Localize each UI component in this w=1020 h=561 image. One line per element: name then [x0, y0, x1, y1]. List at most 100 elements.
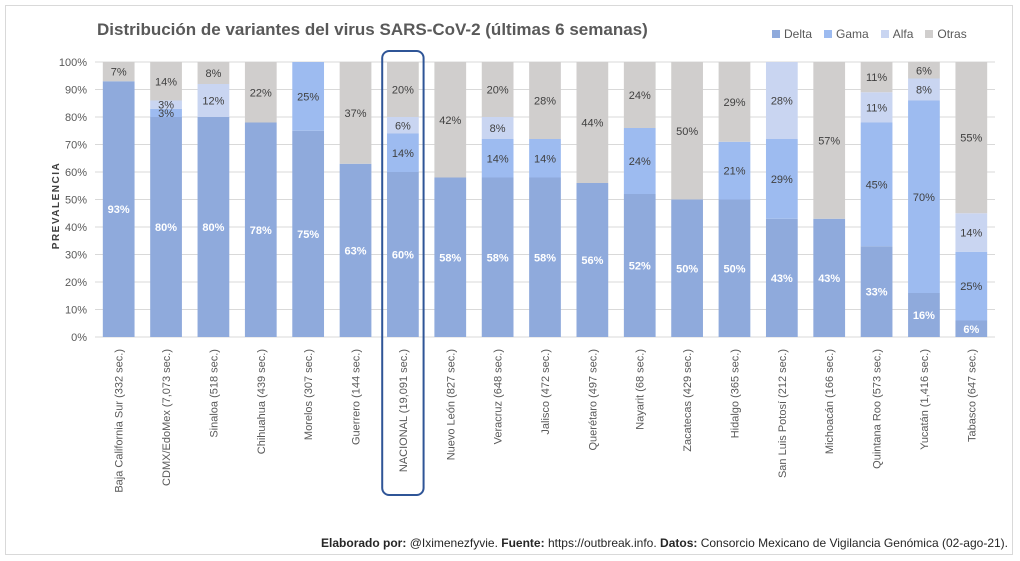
y-tick-label: 100% [59, 57, 87, 69]
bar-gama [765, 139, 798, 219]
data-label-alfa: 14% [960, 228, 982, 240]
legend-swatch-alfa [880, 30, 889, 38]
bar-alfa [955, 213, 988, 252]
bar-delta [292, 130, 325, 337]
bar-delta [197, 117, 230, 337]
bar-delta [860, 246, 893, 337]
data-label-delta: 58% [534, 252, 556, 264]
data-label-delta: 63% [345, 245, 367, 257]
bar-otras [576, 62, 609, 183]
x-tick-label: Guerrero (144 sec.) [351, 349, 363, 445]
bar-otras [860, 62, 893, 93]
data-label-gama: 14% [534, 153, 556, 165]
footer-data-label: Datos: [660, 536, 698, 550]
legend-label-alfa: Alfa [892, 27, 914, 41]
bar-otras [671, 62, 703, 200]
data-label-alfa: 11% [866, 102, 887, 114]
y-tick-label: 40% [65, 222, 87, 234]
y-tick-label: 50% [65, 195, 87, 207]
y-tick-label: 10% [65, 305, 87, 317]
data-label-otras: 8% [205, 68, 221, 80]
x-tick-label: Sinaloa (518 sec.) [208, 349, 220, 438]
bar-otras [197, 62, 230, 84]
bar-delta [623, 194, 656, 337]
bar-gama [150, 108, 182, 117]
x-axis-ticks: Baja California Sur (332 sec.) CDMX/EdoMe… [114, 349, 979, 493]
data-label-delta: 50% [723, 263, 745, 275]
data-label-delta: 58% [439, 252, 461, 264]
bar-delta [765, 218, 798, 337]
data-label-otras: 20% [392, 85, 414, 97]
footer-made-by-label: Elaborado por: [321, 536, 407, 550]
x-tick-label: Hidalgo (365 sec.) [729, 349, 741, 438]
y-axis-ticks: 0% 10% 20% 30% 40% 50% 60% 70% 80% 90% 100% [59, 57, 87, 344]
highlight-box [381, 50, 425, 496]
data-label-otras: 28% [534, 96, 556, 108]
data-label-otras: 6% [916, 65, 932, 77]
bar-alfa [387, 117, 419, 134]
chart-title: Distribución de variantes del virus SARS… [97, 20, 648, 39]
bar-alfa [908, 78, 940, 101]
x-tick-label: Chihuahua (439 sec.) [256, 349, 268, 454]
bar-otras [102, 62, 135, 82]
bar-otras [813, 62, 846, 219]
data-label-alfa: 8% [916, 85, 932, 97]
x-tick-label: Baja California Sur (332 sec.) [114, 349, 126, 493]
data-label-alfa: 3% [158, 100, 174, 112]
bar-delta [481, 177, 514, 337]
data-label-delta: 43% [818, 273, 840, 285]
legend-item-alfa: Alfa [880, 27, 914, 41]
x-tick-label: Nayarit (68 sec.) [635, 349, 647, 430]
bar-otras [529, 62, 561, 139]
data-label-gama: 45% [866, 179, 888, 191]
bar-delta [339, 163, 372, 337]
data-label-delta: 80% [202, 222, 224, 234]
bar-gama [908, 100, 940, 293]
data-label-otras: 57% [818, 135, 840, 147]
footer-made-by-value: @Iximenezfyvie. [409, 536, 498, 550]
bars: 93% 7% 80% 3%3% 14% 80% 12% 8% 78% 22% 75% 25% 63% 37… [102, 62, 988, 337]
legend-label-delta: Delta [784, 27, 813, 41]
bar-gama [387, 133, 419, 172]
bar-otras [623, 62, 656, 128]
legend-label-gama: Gama [836, 27, 869, 41]
data-label-delta: 6% [963, 324, 979, 336]
data-label-otras: 22% [250, 87, 272, 99]
x-tick-label: Yucatán (1,416 sec.) [919, 349, 931, 450]
bar-delta [908, 293, 940, 337]
data-label-delta: 80% [155, 222, 177, 234]
data-label-gama: 70% [913, 192, 935, 204]
data-label-delta: 93% [108, 204, 130, 216]
footer-credits: Elaborado por: @Iximenezfyvie. Fuente: h… [321, 536, 1008, 550]
bar-gama [623, 128, 656, 194]
x-tick-label: CDMX/EdoMex (7,073 sec.) [161, 349, 173, 486]
bar-otras [481, 62, 514, 117]
x-tick-label: Zacatecas (429 sec.) [682, 349, 694, 452]
x-tick-label: Michoacán (166 sec.) [824, 349, 836, 454]
data-label-delta: 43% [771, 273, 793, 285]
data-label-alfa: 28% [771, 96, 793, 108]
data-label-gama: 25% [960, 281, 982, 293]
bar-gama [860, 122, 893, 247]
national-highlight-box [381, 50, 425, 496]
y-tick-label: 20% [65, 277, 87, 289]
x-tick-label: NACIONAL (19,091 sec.) [398, 349, 410, 472]
bar-delta [244, 122, 277, 337]
bar-otras [150, 62, 182, 101]
data-label-otras: 42% [439, 115, 461, 127]
legend-swatch-delta [772, 30, 780, 38]
bar-alfa [150, 100, 182, 109]
data-label-otras: 37% [345, 108, 367, 120]
legend-label-otras: Otras [937, 27, 967, 41]
data-label-otras: 50% [676, 126, 698, 138]
data-label-otras: 14% [155, 76, 177, 88]
x-tick-label: Nuevo León (827 sec.) [445, 349, 457, 460]
bar-gama [481, 139, 514, 178]
data-label-delta: 16% [913, 310, 935, 322]
legend-item-delta: Delta [772, 27, 812, 41]
bar-delta [718, 199, 751, 337]
bar-alfa [197, 84, 230, 117]
data-label-delta: 75% [297, 229, 319, 241]
bar-alfa [765, 62, 798, 139]
